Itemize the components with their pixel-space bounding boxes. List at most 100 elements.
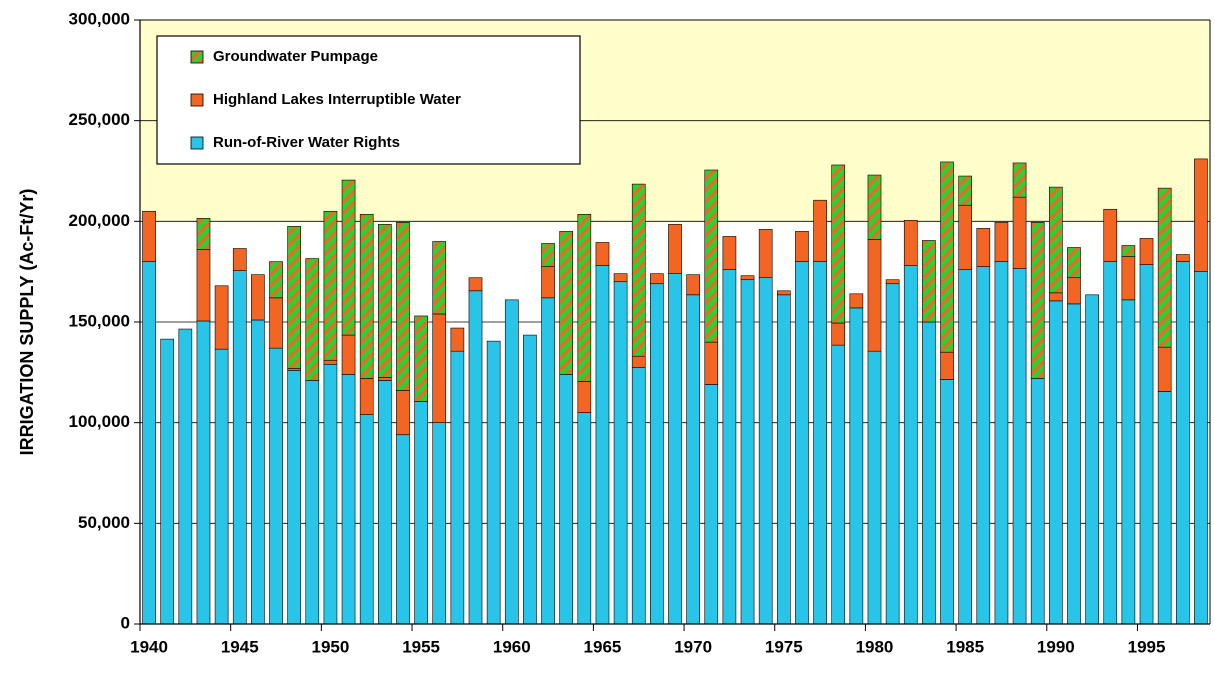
bar-segment [650,273,664,285]
legend-label: Highland Lakes Interruptible Water [213,91,461,108]
bar-segment [885,279,900,285]
bar-segment [922,240,936,323]
x-tick-label: 1965 [584,637,622,656]
bar-segment [976,228,991,267]
bar-segment [142,210,156,262]
bar-segment [378,377,392,381]
bar-segment [849,293,864,309]
bar-segment [595,265,610,625]
bar-segment [577,213,592,382]
bar-segment [1103,261,1118,625]
bar-segment [940,351,954,380]
bar-segment [450,327,465,352]
bar-segment [1049,292,1063,302]
bar-segment [704,169,719,343]
bar-segment [1012,196,1027,269]
bar-segment [922,321,936,625]
bar-segment [269,297,283,349]
bar-segment [251,274,265,321]
bar-segment [486,340,501,625]
bar-segment [1175,261,1190,625]
bar-segment [196,320,211,625]
bar-segment [269,347,283,625]
bar-segment [305,258,320,381]
bar-segment [504,299,519,625]
bar-segment [740,275,755,281]
bar-segment [722,269,737,625]
bar-segment [214,348,229,625]
bar-segment [631,366,646,625]
bar-segment [341,374,356,625]
bar-segment [668,273,682,625]
legend: Groundwater Pumpage Highland Lakes Interr… [156,35,581,165]
y-tick-label: 200,000 [69,211,130,230]
bar-segment [341,179,356,336]
bar-segment [994,261,1009,625]
bar-segment [396,222,410,391]
y-tick-label: 50,000 [78,513,130,532]
bar-segment [631,355,646,368]
bar-segment [776,290,791,296]
x-tick-label: 1990 [1037,637,1075,656]
bar-segment [631,183,646,357]
bar-segment [523,334,537,625]
bar-segment [940,161,954,353]
bar-segment [378,380,392,625]
bar-segment [1049,300,1063,625]
bar-segment [432,241,447,315]
y-tick-label: 0 [121,613,130,632]
bar-segment [831,322,846,346]
bar-segment [577,381,592,413]
bar-segment [1030,378,1045,625]
bar-segment [849,307,864,625]
bar-segment [1194,271,1208,625]
x-tick-label: 1985 [946,637,984,656]
bar-segment [686,294,700,625]
x-tick-label: 1980 [856,637,894,656]
legend-label: Groundwater Pumpage [213,48,378,65]
legend-box [156,35,581,165]
bar-segment [287,368,301,371]
x-tick-label: 1995 [1128,637,1166,656]
bar-segment [994,222,1009,262]
bar-segment [214,285,229,350]
bar-segment [1067,303,1081,625]
bar-segment [232,248,247,271]
bar-segment [196,218,211,250]
bar-segment [1103,208,1118,262]
bar-segment [396,390,410,436]
bar-segment [577,412,592,625]
bar-segment [541,243,555,267]
bar-segment [541,297,555,625]
bar-segment [232,270,247,625]
x-tick-label: 1970 [674,637,712,656]
bar-segment [867,239,882,352]
bar-segment [704,341,719,385]
bar-segment [1012,268,1027,625]
bar-segment [740,279,755,625]
bar-segment [1121,256,1136,301]
x-tick-label: 1960 [493,637,531,656]
bar-segment [196,249,211,322]
x-tick-label: 1950 [312,637,350,656]
y-tick-label: 250,000 [69,110,130,129]
bar-segment [468,290,483,625]
y-tick-label: 100,000 [69,412,130,431]
x-tick-label: 1945 [221,637,259,656]
y-axis-label: IRRIGATION SUPPLY (Ac-Ft/Yr) [17,189,37,456]
bar-segment [867,174,882,240]
bar-segment [450,350,465,625]
bar-segment [1175,254,1190,262]
bar-segment [1121,245,1136,257]
x-tick-label: 1975 [765,637,803,656]
bar-segment [323,363,338,625]
bar-segment [1139,238,1154,265]
bar-segment [1194,158,1208,272]
bar-segment [359,414,374,625]
bar-segment [1012,162,1027,198]
bar-segment [559,231,574,375]
bar-segment [867,350,882,625]
bar-segment [541,266,555,299]
bar-segment [776,294,791,625]
